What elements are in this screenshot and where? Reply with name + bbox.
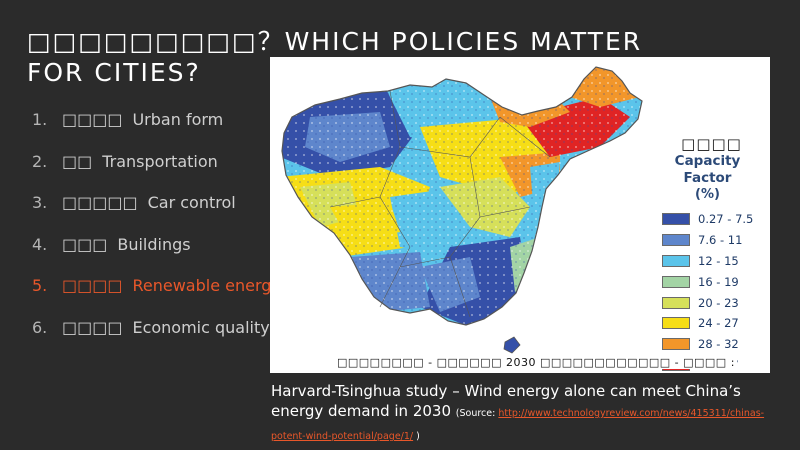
china-map-graphic [281,66,643,354]
legend-swatch [662,317,690,330]
policy-label-en: Transportation [102,151,218,171]
legend-label: 12 - 15 [698,253,739,268]
hainan-island [503,336,521,354]
legend-label: 7.6 - 11 [698,233,743,248]
policy-item: 4. □□□ Buildings [32,235,281,277]
policy-label-cn: □□□ [62,234,108,254]
legend-title: Capacity Factor [674,153,741,186]
legend-swatch [662,254,690,267]
policy-item: 6. □□□□ Economic quality [32,318,281,360]
slide-caption: Harvard-Tsinghua study – Wind energy alo… [271,381,791,447]
legend-swatch [662,234,690,247]
legend-rows: 0.27 - 7.5 7.6 - 11 12 - 15 16 - 19 20 - 23 2… [650,209,765,373]
policy-label-en: Buildings [117,234,191,254]
policy-item: 5. □□□□ Renewable energy [32,276,281,318]
source-link[interactable]: http://www.technologyreview.com/news/415… [271,408,765,442]
policy-label-en: Renewable energy [132,276,281,295]
legend-label: 24 - 27 [698,316,739,331]
policy-label-en: Urban form [132,110,224,129]
legend-label: 28 - 32 [698,337,739,352]
policy-number: 6. [32,317,48,337]
policy-label-en: Car control [147,193,236,212]
legend-swatch [662,213,690,226]
china-border [281,66,643,326]
legend-item: 24 - 27 [650,313,765,334]
legend-item: 16 - 19 [650,271,765,292]
policy-label-en: Economic quality [132,317,270,337]
legend-label: 0.27 - 7.5 [698,212,754,227]
slide-title: □□□□□□□□□？WHICH POLICIES MATTER FOR CITI… [27,27,643,87]
legend-item: 20 - 23 [650,292,765,313]
policy-number: 4. [32,234,48,254]
policy-label-cn: □□□□ [62,110,123,129]
policy-item: 2. □□ Transportation [32,152,281,194]
legend-unit: (%) [695,187,720,202]
province-borders [329,90,551,318]
policy-number: 3. [32,193,48,212]
source-prefix: (Source: [455,408,499,419]
legend-cn-title: □□□□ [681,135,742,153]
legend-item: 28 - 32 [650,334,765,355]
policy-list: 1. □□□□ Urban form 2. □□ Transportation 3. □□□□… [32,110,281,359]
wind-capacity-map: □□□□ Capacity Factor (%) 0.27 - 7.5 7.6 -… [270,57,770,373]
source-suffix: ) [413,431,420,442]
caption-text: Harvard-Tsinghua study – Wind energy alo… [271,382,741,420]
policy-number: 1. [32,110,48,129]
legend-item: 7.6 - 11 [650,230,765,251]
policy-label-cn: □□□□ [62,317,123,337]
policy-item: 3. □□□□□ Car control [32,193,281,235]
map-caption-cn: □□□□□□□□ - □□□□□□ 2030 □□□□□□□□□□□□ - □□… [335,356,737,369]
legend-label: 20 - 23 [698,295,739,310]
policy-number: 5. [32,276,48,295]
policy-label-cn: □□□□ [62,276,123,295]
legend-swatch [662,275,690,288]
map-legend: □□□□ Capacity Factor (%) 0.27 - 7.5 7.6 -… [650,135,765,373]
legend-label: 16 - 19 [698,274,739,289]
policy-item: 1. □□□□ Urban form [32,110,281,152]
policy-label-cn: □□□□□ [62,193,138,212]
policy-number: 2. [32,151,48,171]
policy-label-cn: □□ [62,151,93,171]
legend-swatch [662,338,690,351]
legend-swatch [662,296,690,309]
legend-item: 12 - 15 [650,251,765,272]
legend-item: 0.27 - 7.5 [650,209,765,230]
